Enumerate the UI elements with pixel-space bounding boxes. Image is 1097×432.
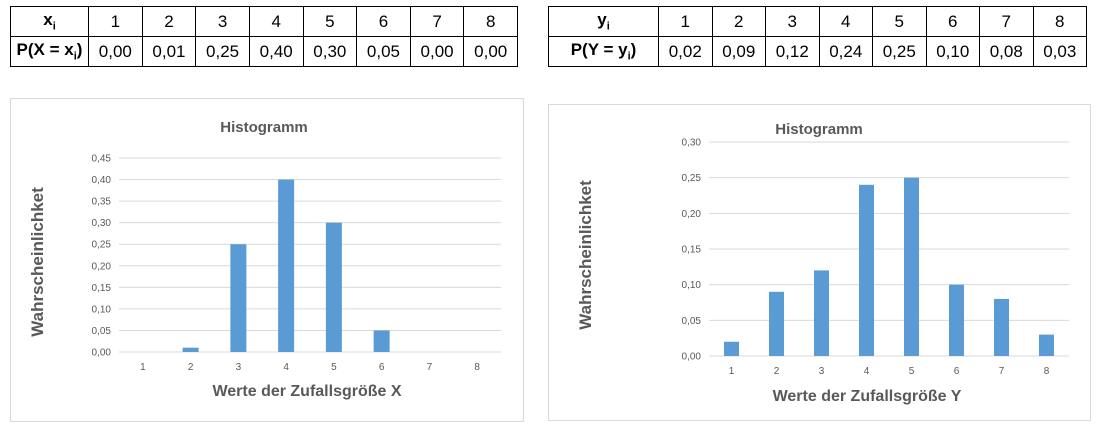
y-tick-label: 0,30 [682, 138, 702, 149]
table-cell-probability: 0,02 [658, 36, 713, 67]
bar-1 [724, 341, 739, 356]
y-tick-label: 0,20 [92, 261, 112, 272]
bar-2 [769, 291, 784, 356]
y-tick-label: 0,05 [92, 326, 112, 337]
y-axis-title: Wahrscheinlichket [28, 187, 47, 337]
x-tick-label: 5 [909, 366, 915, 377]
table-cell-probability: 0,08 [979, 36, 1034, 67]
table-cell-value: 4 [248, 6, 304, 37]
x-tick-label: 7 [999, 366, 1005, 377]
table-cell-value: 3 [195, 6, 250, 37]
bar-7 [994, 298, 1009, 356]
histogram-panel-x: Histogramm Wahrscheinlichket Werte der Z… [10, 98, 524, 422]
x-tick-label: 4 [864, 366, 870, 377]
table-cell-probability: 0,30 [302, 36, 358, 67]
y-tick-label: 0,05 [682, 316, 702, 327]
x-tick-label: 6 [954, 366, 960, 377]
y-tick-label: 0,10 [92, 304, 112, 315]
table-cell-value: 2 [711, 6, 766, 37]
table-row-probabilities: P(X = xi) 0,00 0,01 0,25 0,40 0,30 0,05 … [10, 36, 518, 67]
y-tick-label: 0,15 [682, 245, 702, 256]
table-cell-value: 2 [141, 6, 197, 37]
bar-4 [278, 179, 295, 352]
x-tick-label: 3 [236, 362, 242, 373]
table-cell-value: 6 [925, 6, 980, 37]
distribution-table-x: xi 1 2 3 4 5 6 7 8 P(X = xi) 0,00 0,01 0… [10, 6, 518, 67]
distribution-table-y: yi 1 2 3 4 5 6 7 8 P(Y = yi) 0,02 0,09 0… [548, 6, 1087, 67]
table-cell-probability: 0,05 [356, 36, 411, 67]
y-tick-label: 0,00 [92, 348, 112, 359]
table-cell-value: 7 [979, 6, 1034, 37]
table-cell-probability: 0,10 [925, 36, 980, 67]
table-header-probability: P(Y = yi) [548, 36, 659, 67]
bar-5 [325, 222, 342, 352]
x-tick-label: 3 [819, 366, 825, 377]
table-cell-value: 1 [658, 6, 713, 37]
y-tick-label: 0,15 [92, 283, 112, 294]
chart-title: Histogramm [220, 119, 308, 136]
y-tick-label: 0,20 [682, 209, 702, 220]
x-tick-label: 5 [331, 362, 337, 373]
table-cell-value: 3 [765, 6, 820, 37]
table-row-probabilities: P(Y = yi) 0,02 0,09 0,12 0,24 0,25 0,10 … [548, 36, 1087, 67]
histogram-chart-x: Histogramm Wahrscheinlichket Werte der Z… [28, 119, 501, 400]
table-cell-probability: 0,00 [463, 36, 518, 67]
table-row-values: yi 1 2 3 4 5 6 7 8 [548, 6, 1087, 37]
x-tick-label: 7 [427, 362, 433, 373]
table-cell-probability: 0,12 [765, 36, 820, 67]
table-cell-value: 7 [409, 6, 465, 37]
table-cell-value: 8 [463, 6, 518, 37]
table-cell-probability: 0,00 [409, 36, 465, 67]
table-cell-probability: 0,25 [872, 36, 927, 67]
y-tick-label: 0,45 [92, 154, 112, 165]
y-tick-label: 0,30 [92, 218, 112, 229]
table-cell-value: 6 [356, 6, 411, 37]
table-cell-probability: 0,25 [195, 36, 250, 67]
x-tick-label: 1 [729, 366, 735, 377]
bar-6 [949, 284, 964, 356]
table-row-values: xi 1 2 3 4 5 6 7 8 [10, 6, 518, 37]
x-axis-title: Werte der Zufallsgröße Y [773, 388, 962, 405]
x-axis-title: Werte der Zufallsgröße X [212, 383, 401, 400]
x-tick-label: 8 [474, 362, 480, 373]
bar-6 [373, 330, 390, 352]
table-cell-probability: 0,03 [1032, 36, 1087, 67]
bar-3 [230, 244, 247, 352]
histogram-panel-y: Histogramm Wahrscheinlichket Werte der Z… [548, 104, 1091, 421]
table-cell-value: 5 [872, 6, 927, 37]
y-tick-label: 0,40 [92, 175, 112, 186]
x-tick-label: 4 [283, 362, 289, 373]
bar-2 [182, 347, 199, 352]
y-tick-label: 0,00 [682, 352, 702, 363]
y-axis-title: Wahrscheinlichket [576, 180, 595, 330]
histogram-chart-y: Histogramm Wahrscheinlichket Werte der Z… [576, 121, 1069, 405]
table-cell-value: 8 [1032, 6, 1087, 37]
table-cell-value: 1 [88, 6, 143, 37]
chart-title: Histogramm [775, 121, 863, 138]
table-cell-value: 4 [818, 6, 873, 37]
table-cell-probability: 0,40 [248, 36, 304, 67]
table-header-probability: P(X = xi) [10, 36, 89, 67]
x-tick-label: 1 [140, 362, 146, 373]
bar-4 [859, 184, 874, 356]
table-header-variable: yi [548, 6, 659, 37]
table-cell-probability: 0,00 [88, 36, 143, 67]
bar-3 [814, 270, 829, 356]
x-tick-label: 8 [1044, 366, 1050, 377]
table-cell-value: 5 [302, 6, 358, 37]
y-tick-label: 0,25 [92, 240, 112, 251]
x-tick-label: 6 [379, 362, 385, 373]
y-tick-label: 0,25 [682, 173, 702, 184]
y-tick-label: 0,35 [92, 197, 112, 208]
table-header-variable: xi [10, 6, 89, 37]
x-tick-label: 2 [188, 362, 194, 373]
table-cell-probability: 0,01 [141, 36, 197, 67]
x-tick-label: 2 [774, 366, 780, 377]
bar-5 [904, 177, 919, 356]
table-cell-probability: 0,09 [711, 36, 766, 67]
y-tick-label: 0,10 [682, 280, 702, 291]
table-cell-probability: 0,24 [818, 36, 873, 67]
bar-8 [1039, 334, 1054, 356]
